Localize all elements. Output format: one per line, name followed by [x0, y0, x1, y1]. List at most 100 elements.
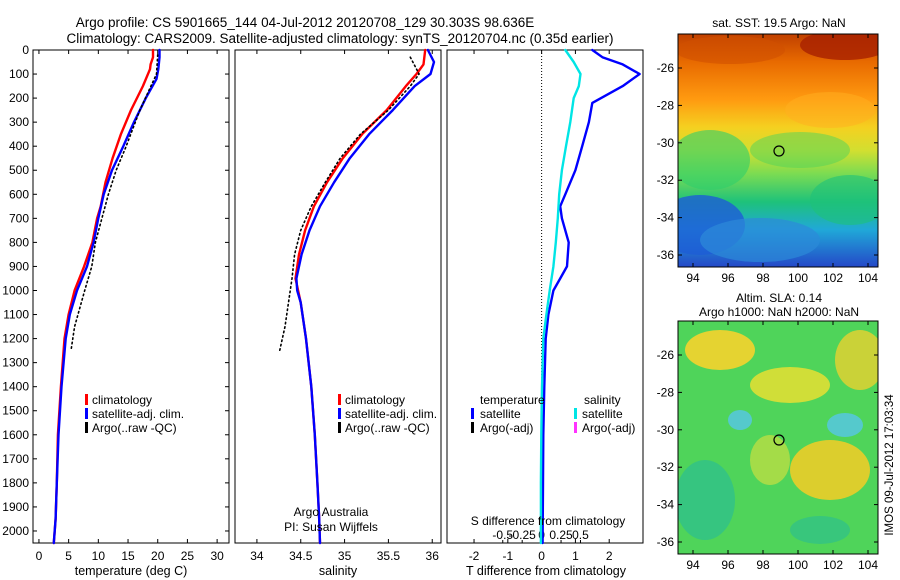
- temperature-legend: climatology satellite-adj. clim. Argo(..…: [85, 393, 184, 435]
- temperature-xlabel: temperature (deg C): [75, 564, 188, 578]
- difference-xlabel: T difference from climatology: [466, 564, 627, 578]
- x-tick-label: 35.5: [377, 549, 401, 563]
- map-x-tick-label: 98: [756, 558, 770, 572]
- figure-title-line2: Climatology: CARS2009. Satellite-adjuste…: [66, 31, 613, 46]
- depth-tick-label: 300: [9, 115, 29, 129]
- map-y-tick-label: -26: [657, 348, 675, 362]
- sla-map-title-line1: Altim. SLA: 0.14: [736, 291, 822, 305]
- depth-tick-label: 1900: [2, 500, 29, 514]
- difference-secondary-xlabel: S difference from climatology: [471, 514, 626, 528]
- depth-tick-label: 100: [9, 67, 29, 81]
- x-tick-label: 2: [606, 549, 613, 563]
- legend-label-satellite: satellite-adj. clim.: [345, 407, 437, 421]
- x-tick-label: 35: [338, 549, 352, 563]
- depth-tick-label: 1600: [2, 428, 29, 442]
- map-y-tick-label: -30: [657, 423, 675, 437]
- legend-swatch-s-argo: [574, 422, 577, 433]
- sla-map-image: [678, 321, 878, 554]
- series-line-satellite-adj-clim: [295, 48, 436, 545]
- depth-tick-label: 700: [9, 211, 29, 225]
- legend-swatch-satellite: [338, 408, 341, 419]
- depth-tick-label: 1400: [2, 380, 29, 394]
- legend-swatch-t-argo: [471, 422, 474, 433]
- legend-label-s-satellite: satellite: [582, 407, 623, 421]
- series-line-argo-raw-qc: [70, 53, 159, 352]
- legend-swatch-climatology: [85, 394, 88, 405]
- depth-tick-label: 1500: [2, 404, 29, 418]
- map-y-tick-label: -30: [657, 136, 675, 150]
- map-x-tick-label: 100: [788, 558, 808, 572]
- map-y-tick-label: -28: [657, 98, 675, 112]
- difference-legend: temperature salinity satellite Argo(-adj…: [471, 393, 635, 435]
- legend-label-t-satellite: satellite: [480, 407, 521, 421]
- map-x-tick-label: 94: [686, 271, 700, 285]
- legend-label-argo: Argo(..raw -QC): [92, 421, 177, 435]
- map-y-tick-label: -26: [657, 61, 675, 75]
- x-tick-label: 34: [250, 549, 264, 563]
- legend-label-satellite: satellite-adj. clim.: [92, 407, 184, 421]
- series-line-satellite: [541, 48, 641, 545]
- sst-map-title: sat. SST: 19.5 Argo: NaN: [712, 16, 845, 30]
- sla-map-ticks: 94 96 98 100 102 104 -26 -28 -30 -32 -34 -36: [657, 321, 878, 572]
- salinity-profiles: [278, 48, 436, 545]
- x-tick-label: 15: [121, 549, 135, 563]
- temperature-x-ticks: 0 5 10 15 20 25 30: [36, 50, 224, 563]
- x-tick-label: 30: [210, 549, 224, 563]
- depth-tick-label: 1300: [2, 356, 29, 370]
- map-y-tick-label: -36: [657, 535, 675, 549]
- s-tick-label: 0.5: [572, 528, 589, 542]
- x-tick-label: -2: [469, 549, 480, 563]
- legend-header-salinity: salinity: [584, 393, 621, 407]
- map-y-tick-label: -28: [657, 385, 675, 399]
- legend-swatch-satellite: [85, 408, 88, 419]
- depth-tick-label: 800: [9, 235, 29, 249]
- depth-tick-label: 500: [9, 163, 29, 177]
- x-tick-label: 0: [538, 549, 545, 563]
- depth-tick-label: 1000: [2, 283, 29, 297]
- figure-title-line1: Argo profile: CS 5901665_144 04-Jul-2012…: [76, 15, 535, 30]
- depth-tick-label: 2000: [2, 524, 29, 538]
- x-tick-label: 10: [92, 549, 106, 563]
- depth-tick-label: 900: [9, 259, 29, 273]
- legend-swatch-t-satellite: [471, 408, 474, 419]
- sla-map: Altim. SLA: 0.14 Argo h1000: NaN h2000: …: [657, 291, 879, 572]
- x-tick-label: 1: [572, 549, 579, 563]
- map-x-tick-label: 104: [858, 558, 878, 572]
- sst-map-image: [678, 34, 878, 267]
- map-x-tick-label: 104: [858, 271, 878, 285]
- salinity-panel: 34 34.5 35 35.5 36 salinity climatology sate…: [234, 48, 442, 578]
- map-y-tick-label: -34: [657, 498, 675, 512]
- series-line-satellite: [539, 48, 582, 545]
- legend-label-argo: Argo(..raw -QC): [345, 421, 430, 435]
- x-tick-label: 36: [426, 549, 440, 563]
- temperature-axes-box: [32, 49, 230, 544]
- salinity-axes-box: [234, 49, 442, 544]
- temperature-panel: 0100200300400500600700800900100011001200…: [2, 43, 643, 578]
- sst-map-ticks: 94 96 98 100 102 104 -26 -28 -30 -32 -34 -36: [657, 34, 878, 285]
- x-tick-label: 25: [181, 549, 195, 563]
- map-x-tick-label: 102: [823, 558, 843, 572]
- legend-swatch-climatology: [338, 394, 341, 405]
- sla-map-frame: [677, 320, 879, 555]
- s-tick-label: 0.25: [549, 528, 573, 542]
- sla-float-marker: [773, 434, 785, 446]
- sst-map-frame: [677, 33, 879, 268]
- salinity-legend: climatology satellite-adj. clim. Argo(..…: [338, 393, 437, 435]
- difference-axes-box: [446, 49, 644, 544]
- difference-x-ticks: -2 -1 0 1 2: [469, 50, 613, 563]
- sst-float-marker: [773, 145, 785, 157]
- credit-line2: PI: Susan Wijffels: [284, 520, 378, 534]
- salinity-x-ticks: 34 34.5 35 35.5 36: [250, 50, 439, 563]
- x-tick-label: -1: [502, 549, 513, 563]
- depth-tick-label: 1200: [2, 332, 29, 346]
- legend-label-t-argo: Argo(-adj): [480, 421, 533, 435]
- map-y-tick-label: -32: [657, 460, 675, 474]
- imos-timestamp: IMOS 09-Jul-2012 17:03:34: [884, 394, 896, 536]
- map-x-tick-label: 100: [788, 271, 808, 285]
- map-y-tick-label: -36: [657, 248, 675, 262]
- depth-tick-label: 1700: [2, 452, 29, 466]
- depth-tick-label: 200: [9, 91, 29, 105]
- depth-tick-label: 1100: [3, 308, 29, 322]
- depth-tick-label: 600: [9, 187, 29, 201]
- legend-header-temperature: temperature: [480, 393, 545, 407]
